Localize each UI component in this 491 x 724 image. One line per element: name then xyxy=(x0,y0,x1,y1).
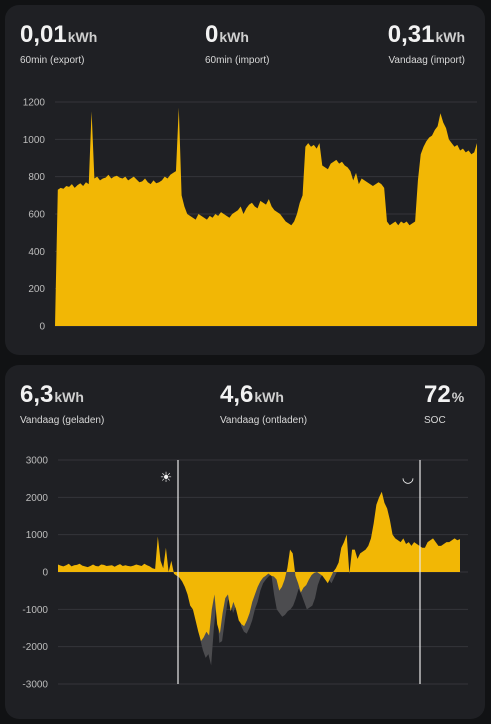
grid-power-chart[interactable]: 0 200 400 600 800 1000 1200 xyxy=(5,5,485,355)
stat-value: 0,31 xyxy=(387,21,435,48)
stat-unit: kWh xyxy=(254,389,284,405)
stat-label: Vandaag (ontladen) xyxy=(220,415,308,426)
stat-soc[interactable]: 72% SOC xyxy=(424,381,464,426)
sun-icon: ☀ xyxy=(160,469,173,485)
stat-label: Vandaag (import) xyxy=(388,55,465,66)
stat-label: 60min (import) xyxy=(205,55,270,66)
y-tick-label: 3000 xyxy=(26,456,49,467)
stat-unit: kWh xyxy=(54,389,84,405)
stat-value: 6,3 xyxy=(20,381,54,408)
y-tick-label: -3000 xyxy=(22,680,48,691)
stat-unit: % xyxy=(451,389,465,405)
grid-energy-card: 0,01kWh 60min (export) 0kWh 60min (impor… xyxy=(5,5,485,355)
stat-value: 0,01 xyxy=(20,21,67,48)
stat-discharged[interactable]: 4,6kWh Vandaag (ontladen) xyxy=(220,381,307,426)
stat-value: 4,6 xyxy=(220,381,254,408)
battery-secondary-series xyxy=(58,572,460,666)
y-tick-label: 0 xyxy=(42,568,48,579)
stat-unit: kWh xyxy=(67,29,98,45)
stat-import[interactable]: 0kWh 60min (import) xyxy=(205,21,269,66)
y-tick-label: 800 xyxy=(28,172,45,183)
stat-value: 72 xyxy=(424,381,451,408)
stat-unit: kWh xyxy=(219,29,249,45)
battery-power-series xyxy=(58,491,460,642)
y-tick-label: 1200 xyxy=(23,98,46,109)
stat-today-import[interactable]: 0,31kWh Vandaag (import) xyxy=(388,21,465,66)
y-tick-label: 1000 xyxy=(26,530,49,541)
y-tick-label: 2000 xyxy=(26,493,49,504)
stat-label: Vandaag (geladen) xyxy=(20,415,105,426)
y-tick-label: 0 xyxy=(39,322,45,333)
y-tick-label: 200 xyxy=(28,284,45,295)
stat-value: 0 xyxy=(205,21,219,48)
power-area-series xyxy=(55,107,477,326)
y-tick-label: -1000 xyxy=(22,605,48,616)
stat-label: SOC xyxy=(424,415,446,426)
stat-export[interactable]: 0,01kWh 60min (export) xyxy=(20,21,97,66)
battery-power-chart[interactable]: -3000 -2000 -1000 0 1000 2000 3000 ☀ ◡ xyxy=(5,365,485,719)
battery-energy-card: 6,3kWh Vandaag (geladen) 4,6kWh Vandaag … xyxy=(5,365,485,719)
stat-unit: kWh xyxy=(435,29,465,45)
y-tick-label: 1000 xyxy=(23,135,46,146)
y-tick-label: 600 xyxy=(28,210,45,221)
moon-icon: ◡ xyxy=(402,469,414,485)
y-tick-label: 400 xyxy=(28,247,45,258)
stat-charged[interactable]: 6,3kWh Vandaag (geladen) xyxy=(20,381,104,426)
stat-label: 60min (export) xyxy=(20,55,85,66)
y-tick-label: -2000 xyxy=(22,642,48,653)
